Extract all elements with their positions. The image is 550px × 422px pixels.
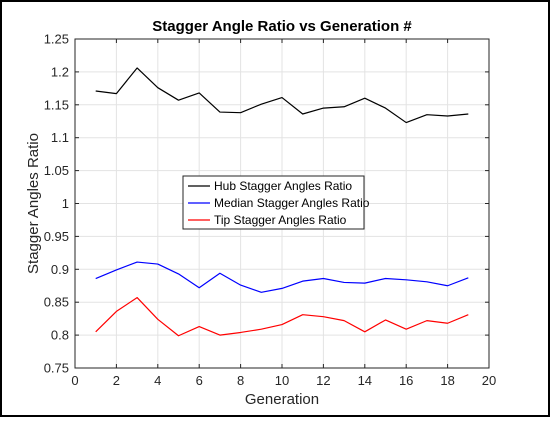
series-line-2 <box>95 261 469 293</box>
x-tick-label: 4 <box>154 373 161 388</box>
x-tick-label: 2 <box>113 373 120 388</box>
y-axis-label: Stagger Angles Ratio <box>25 133 42 274</box>
x-tick-label: 20 <box>482 373 496 388</box>
x-tick-label: 10 <box>275 373 289 388</box>
x-tick-label: 16 <box>399 373 413 388</box>
x-tick-label: 18 <box>440 373 454 388</box>
series-line-3 <box>95 296 469 337</box>
y-tick-label: 1.25 <box>44 32 69 47</box>
x-tick-label: 12 <box>316 373 330 388</box>
y-tick-label: 0.9 <box>51 262 69 277</box>
chart-title: Stagger Angle Ratio vs Generation # <box>152 18 412 35</box>
legend-label: Hub Stagger Angles Ratio <box>214 179 352 193</box>
y-tick-label: 0.85 <box>44 295 69 310</box>
x-tick-label: 6 <box>196 373 203 388</box>
x-axis-label: Generation <box>245 391 319 408</box>
y-tick-label: 1.05 <box>44 163 69 178</box>
tick-layer: 0 2 4 6 8 10 12 14 16 18 20 0.75 0.8 0.85 0.9 0.95 1 1.05… <box>44 32 497 389</box>
y-tick-label: 1.15 <box>44 97 69 112</box>
series-layer <box>95 67 469 337</box>
y-tick-label: 1.2 <box>51 64 69 79</box>
grid-layer <box>75 39 489 368</box>
x-tick-label: 8 <box>237 373 244 388</box>
y-tick-label: 1 <box>62 196 69 211</box>
legend-box <box>182 175 365 230</box>
series-line-1 <box>95 67 469 124</box>
y-tick-label: 0.75 <box>44 361 69 376</box>
legend-label: Tip Stagger Angles Ratio <box>214 213 347 227</box>
y-tick-label: 0.95 <box>44 229 69 244</box>
legend: Hub Stagger Angles Ratio Median Stagger A… <box>182 175 370 230</box>
y-tick-label: 1.1 <box>51 130 69 145</box>
y-tick-label: 0.8 <box>51 328 69 343</box>
x-tick-label: 0 <box>71 373 78 388</box>
legend-label: Median Stagger Angles Ratio <box>214 196 370 210</box>
x-tick-label: 14 <box>358 373 372 388</box>
